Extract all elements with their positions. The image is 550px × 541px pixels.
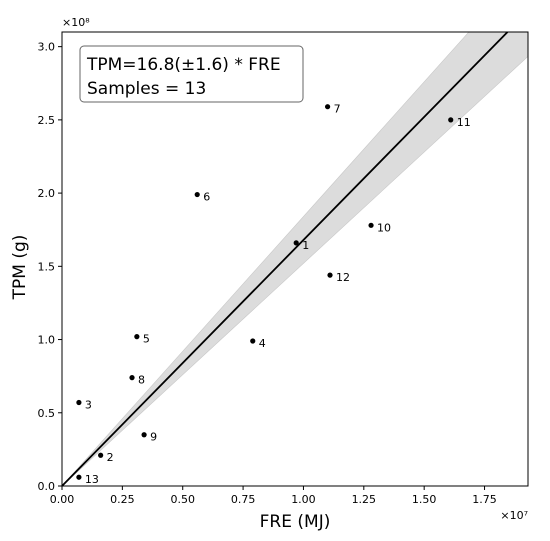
- data-point-label-1: 1: [302, 239, 309, 252]
- data-point-label-10: 10: [377, 221, 391, 234]
- data-point-label-13: 13: [85, 473, 99, 486]
- fit-line-layer: [61, 31, 509, 487]
- x-tick-label: 1.50: [412, 493, 437, 506]
- data-point-7: [324, 104, 331, 110]
- y-tick-label: 1.0: [38, 334, 56, 347]
- plot-frame: [61, 31, 529, 487]
- y-axis-label: TPM (g): [10, 235, 30, 301]
- annotation-sample-count: Samples = 13: [87, 79, 206, 99]
- data-point-label-7: 7: [334, 103, 341, 116]
- data-point-6: [194, 191, 200, 198]
- annotation-box: [79, 45, 304, 103]
- x-tick-label: 0.50: [170, 493, 195, 506]
- x-tick-label: 0.00: [50, 493, 75, 506]
- data-point-label-12: 12: [336, 271, 350, 284]
- fit-line: [61, 31, 509, 487]
- y-tick-label: 0.5: [38, 407, 56, 420]
- data-point-label-8: 8: [138, 374, 145, 387]
- data-point-5: [134, 334, 140, 340]
- axes-layer: 0.00 0.25 0.50 0.75 1.00 1.25 1.50 1.75 0.0 0.5 1.…: [38, 31, 529, 506]
- x-tick-label: 1.25: [352, 493, 377, 506]
- data-point-label-4: 4: [259, 337, 266, 350]
- y-tick-label: 2.0: [38, 187, 56, 200]
- data-point-2: [98, 452, 104, 458]
- data-point-label-6: 6: [203, 191, 210, 204]
- data-point-label-2: 2: [107, 451, 114, 464]
- data-point-4: [250, 338, 256, 344]
- data-point-label-11: 11: [457, 116, 471, 129]
- x-tick-label: 1.75: [472, 493, 497, 506]
- data-point-10: [368, 222, 374, 228]
- x-tick-label: 1.00: [291, 493, 316, 506]
- x-axis-exponent: ×10⁷: [500, 509, 528, 522]
- data-point-11: [448, 117, 454, 123]
- data-point-1: [293, 240, 299, 246]
- y-tick-label: 3.0: [38, 41, 56, 54]
- data-point-label-3: 3: [85, 399, 92, 412]
- data-point-label-5: 5: [143, 333, 150, 346]
- annotation-layer: TPM=16.8(±1.6) * FRE Samples = 13: [79, 45, 304, 103]
- y-tick-label: 0.0: [38, 480, 56, 493]
- data-point-3: [76, 399, 82, 406]
- data-point-13: [76, 474, 82, 480]
- data-point-9: [141, 432, 147, 438]
- y-tick-label: 1.5: [38, 260, 56, 273]
- data-point-12: [327, 272, 333, 278]
- y-tick-label: 2.5: [38, 114, 56, 127]
- y-axis-exponent: ×10⁸: [62, 16, 90, 29]
- x-axis-label: FRE (MJ): [260, 512, 331, 532]
- x-tick-label: 0.75: [231, 493, 256, 506]
- data-point-8: [129, 375, 135, 381]
- data-point-label-9: 9: [150, 431, 157, 444]
- x-tick-label: 0.25: [110, 493, 135, 506]
- annotation-fit-equation: TPM=16.8(±1.6) * FRE: [86, 55, 281, 75]
